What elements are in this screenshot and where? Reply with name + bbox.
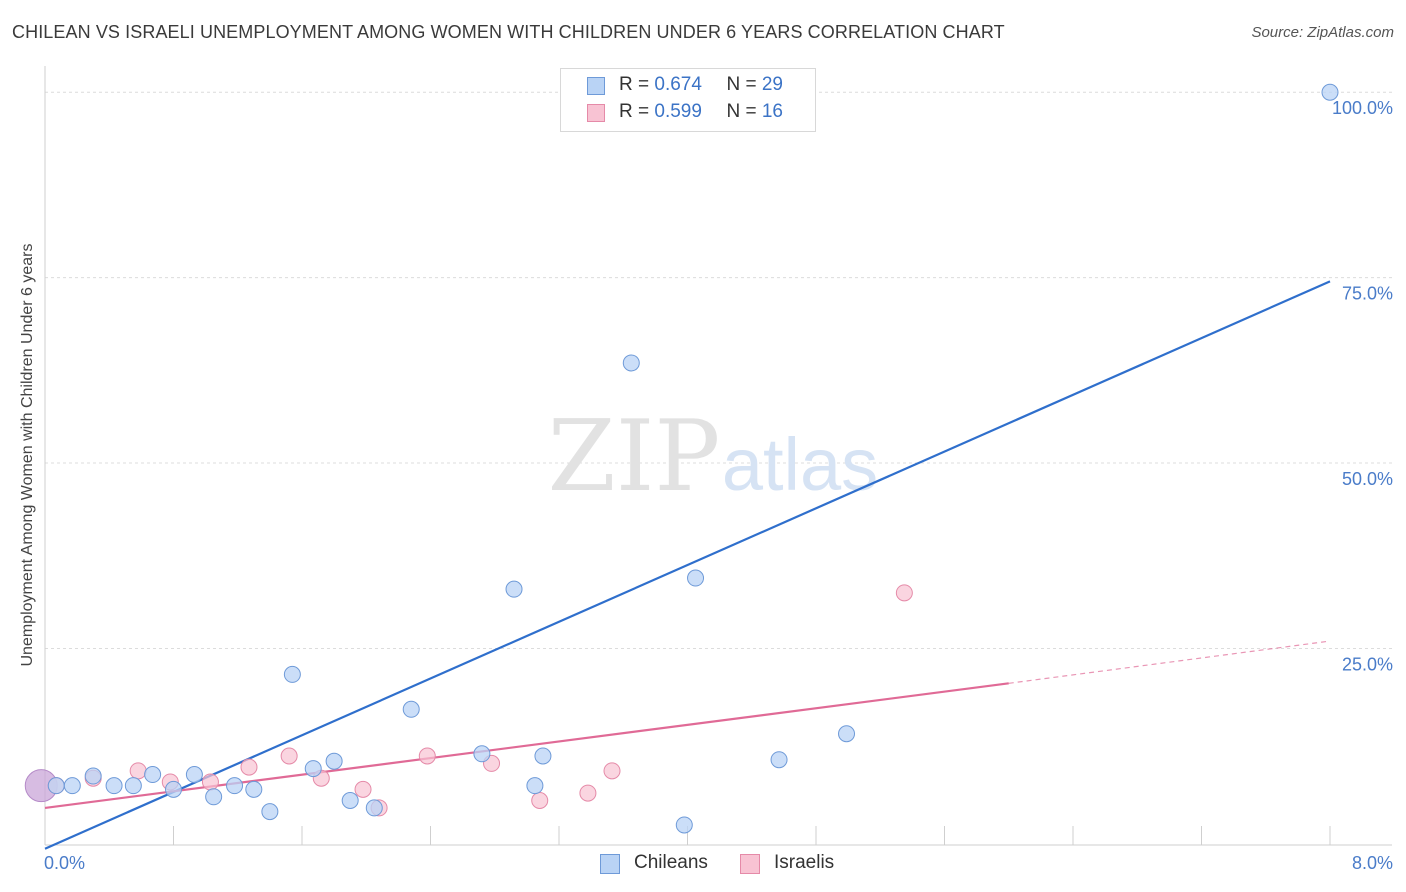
chileans-point <box>205 788 223 806</box>
israelis-stat-row: R = 0.599 N = 16 <box>619 101 783 127</box>
legend-chileans-label: Chileans <box>634 852 708 873</box>
watermark-zip: ZIP <box>548 400 721 514</box>
chileans-point <box>165 780 182 798</box>
chileans-point <box>526 777 544 795</box>
source-label: Source: ZipAtlas.com <box>1251 24 1394 41</box>
israelis-point <box>603 762 621 780</box>
israelis-r-value: 0.599 <box>654 101 702 122</box>
chart-title: CHILEAN VS ISRAELI UNEMPLOYMENT AMONG WO… <box>12 22 1005 42</box>
israelis-swatch <box>587 104 605 122</box>
chileans-point <box>341 792 359 810</box>
chileans-trend-line <box>44 280 1331 850</box>
legend-chileans-swatch <box>600 854 620 874</box>
israelis-point <box>418 747 436 765</box>
israelis-trend-line <box>44 682 1009 810</box>
chileans-point <box>770 751 788 769</box>
israelis-n-value: 16 <box>761 101 783 122</box>
y-tick-label: 25.0% <box>1342 654 1393 674</box>
watermark-atlas: atlas <box>722 423 878 506</box>
chileans-r-value: 0.674 <box>654 74 702 95</box>
chileans-point <box>261 803 279 821</box>
israelis-point <box>895 584 913 602</box>
israelis-point <box>579 784 597 802</box>
chileans-point <box>185 766 203 784</box>
y-tick-label: 50.0% <box>1342 469 1393 489</box>
israelis-point <box>129 762 147 780</box>
legend-israelis-swatch <box>740 854 760 874</box>
chileans-stat-row: R = 0.674 N = 29 <box>619 74 783 100</box>
chileans-point <box>283 665 301 683</box>
chileans-point <box>1321 83 1339 101</box>
chileans-r-label: R = <box>619 74 655 95</box>
chileans-point <box>144 766 162 784</box>
chileans-point <box>124 777 142 795</box>
chileans-point <box>838 725 856 743</box>
x-tick-label: 8.0% <box>1352 853 1393 873</box>
chileans-point <box>687 569 705 587</box>
chileans-n-label: N = <box>726 74 762 95</box>
chileans-swatch <box>587 77 605 95</box>
chileans-point <box>622 354 640 372</box>
axes <box>44 66 1392 846</box>
chileans-point <box>63 777 81 795</box>
chileans-point <box>105 777 123 795</box>
israelis-point <box>280 747 298 765</box>
israelis-r-label: R = <box>619 101 655 122</box>
chileans-n-value: 29 <box>761 74 783 95</box>
chileans-point <box>473 745 491 763</box>
chileans-point <box>675 816 693 834</box>
stats-legend: R = 0.674 N = 29 R = 0.599 N = 16 <box>560 68 816 132</box>
israelis-point <box>354 780 372 798</box>
chileans-point <box>304 760 322 778</box>
chileans-point <box>226 777 244 795</box>
tick-labels: 25.0% 50.0% 75.0% 100.0% 0.0% 8.0% <box>44 98 1393 873</box>
trend-lines <box>44 280 1331 850</box>
watermark: ZIP atlas <box>548 400 879 514</box>
legend-israelis-label: Israelis <box>774 852 835 873</box>
x-tick-label: 0.0% <box>44 853 85 873</box>
y-tick-label: 75.0% <box>1342 284 1393 304</box>
israelis-point <box>531 792 549 810</box>
israelis-n-label: N = <box>726 101 762 122</box>
y-tick-label: 100.0% <box>1332 98 1393 118</box>
chileans-point <box>534 747 552 765</box>
israelis-point <box>201 773 219 791</box>
chileans-point <box>402 700 420 718</box>
israelis-trend-extension <box>1008 640 1331 684</box>
israelis-point <box>240 758 258 776</box>
chileans-point <box>365 799 383 817</box>
data-points <box>24 83 1339 834</box>
chileans-point <box>505 580 523 598</box>
chileans-point <box>84 767 102 785</box>
chileans-point <box>47 777 65 795</box>
gridlines <box>45 91 1392 649</box>
chileans-point <box>245 780 263 798</box>
chileans-point <box>325 752 343 770</box>
